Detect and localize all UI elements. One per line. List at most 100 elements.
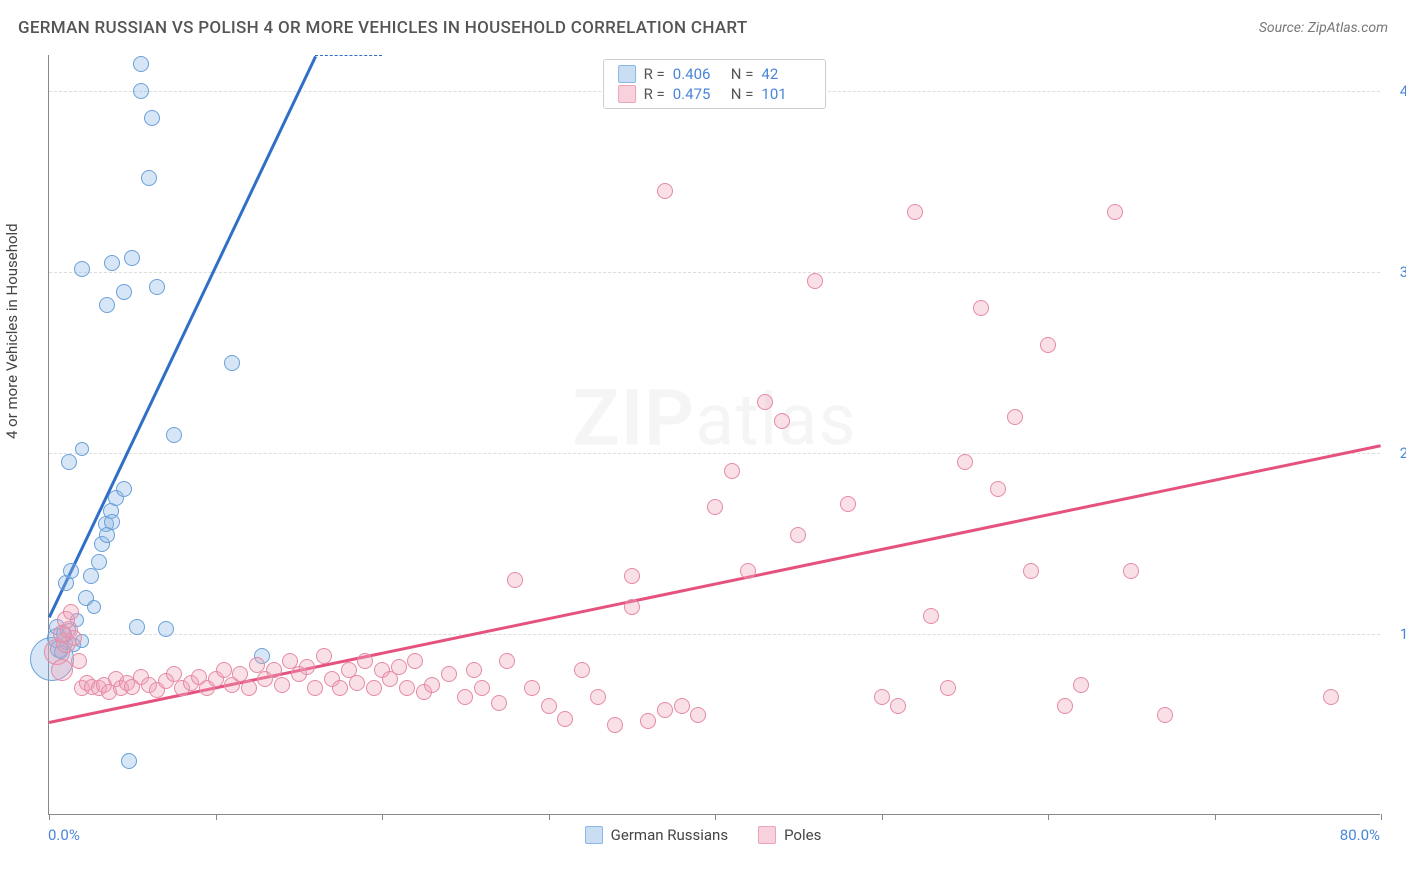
scatter-point: [923, 608, 939, 624]
scatter-point: [249, 657, 265, 673]
scatter-point: [316, 648, 332, 664]
watermark: ZIPatlas: [572, 374, 856, 465]
legend-label: German Russians: [611, 826, 728, 844]
n-value: 101: [761, 85, 811, 103]
scatter-point: [1123, 563, 1139, 579]
chart-plot-area: ZIPatlas R = 0.406 N = 42 R = 0.475 N = …: [48, 55, 1380, 815]
scatter-point: [1107, 204, 1123, 220]
scatter-point: [266, 662, 282, 678]
scatter-point: [71, 653, 87, 669]
scatter-point: [53, 625, 71, 643]
legend-item-poles: Poles: [758, 826, 821, 844]
scatter-point: [61, 454, 77, 470]
scatter-point: [524, 680, 540, 696]
scatter-point: [121, 753, 137, 769]
x-tick: [49, 814, 50, 820]
scatter-point: [366, 680, 382, 696]
source-text: Source: ZipAtlas.com: [1259, 20, 1388, 36]
scatter-point: [129, 619, 145, 635]
scatter-point: [116, 284, 132, 300]
scatter-point: [624, 568, 640, 584]
scatter-point: [890, 698, 906, 714]
scatter-point: [407, 653, 423, 669]
scatter-point: [624, 599, 640, 615]
y-tick-label: 30.0%: [1385, 263, 1406, 281]
scatter-point: [166, 666, 182, 682]
scatter-point: [241, 680, 257, 696]
x-tick: [1381, 814, 1382, 820]
scatter-point: [574, 662, 590, 678]
scatter-point: [232, 666, 248, 682]
r-value: 0.406: [673, 65, 723, 83]
scatter-point: [104, 514, 120, 530]
swatch-icon: [618, 65, 636, 83]
scatter-point: [724, 463, 740, 479]
scatter-point: [91, 554, 107, 570]
scatter-point: [158, 621, 174, 637]
scatter-point: [457, 689, 473, 705]
scatter-point: [674, 698, 690, 714]
scatter-point: [63, 563, 79, 579]
scatter-point: [332, 680, 348, 696]
scatter-point: [840, 496, 856, 512]
scatter-point: [707, 499, 723, 515]
scatter-point: [124, 250, 140, 266]
scatter-point: [590, 689, 606, 705]
r-value: 0.475: [673, 85, 723, 103]
scatter-point: [99, 297, 115, 313]
x-tick: [216, 814, 217, 820]
legend-label: Poles: [784, 826, 821, 844]
scatter-point: [307, 680, 323, 696]
scatter-point: [1323, 689, 1339, 705]
y-tick-label: 10.0%: [1385, 625, 1406, 643]
scatter-point: [166, 427, 182, 443]
scatter-point: [133, 56, 149, 72]
scatter-point: [657, 183, 673, 199]
scatter-point: [216, 662, 232, 678]
legend-row-pink: R = 0.475 N = 101: [618, 84, 812, 104]
gridline: [49, 634, 1380, 635]
scatter-point: [224, 355, 240, 371]
scatter-point: [133, 83, 149, 99]
scatter-point: [640, 713, 656, 729]
y-tick-label: 40.0%: [1385, 82, 1406, 100]
scatter-point: [541, 698, 557, 714]
scatter-point: [790, 527, 806, 543]
scatter-point: [957, 454, 973, 470]
correlation-legend: R = 0.406 N = 42 R = 0.475 N = 101: [603, 59, 827, 109]
y-axis-label: 4 or more Vehicles in Household: [3, 223, 21, 439]
scatter-point: [357, 653, 373, 669]
scatter-point: [1023, 563, 1039, 579]
x-tick: [549, 814, 550, 820]
scatter-point: [990, 481, 1006, 497]
scatter-point: [740, 563, 756, 579]
scatter-point: [299, 659, 315, 675]
x-tick: [882, 814, 883, 820]
scatter-point: [507, 572, 523, 588]
r-label: R =: [644, 85, 665, 103]
scatter-point: [474, 680, 490, 696]
scatter-point: [83, 568, 99, 584]
scatter-point: [441, 666, 457, 682]
scatter-point: [907, 204, 923, 220]
scatter-point: [774, 413, 790, 429]
scatter-point: [466, 662, 482, 678]
scatter-point: [104, 255, 120, 271]
scatter-point: [424, 677, 440, 693]
scatter-point: [1157, 707, 1173, 723]
scatter-point: [144, 110, 160, 126]
x-tick: [382, 814, 383, 820]
scatter-point: [557, 711, 573, 727]
scatter-point: [491, 695, 507, 711]
scatter-point: [116, 481, 132, 497]
scatter-point: [973, 300, 989, 316]
n-label: N =: [731, 85, 754, 103]
x-tick: [1048, 814, 1049, 820]
gridline: [49, 453, 1380, 454]
swatch-icon: [758, 826, 776, 844]
scatter-point: [1007, 409, 1023, 425]
scatter-point: [607, 717, 623, 733]
scatter-point: [63, 604, 79, 620]
scatter-point: [940, 680, 956, 696]
scatter-point: [499, 653, 515, 669]
